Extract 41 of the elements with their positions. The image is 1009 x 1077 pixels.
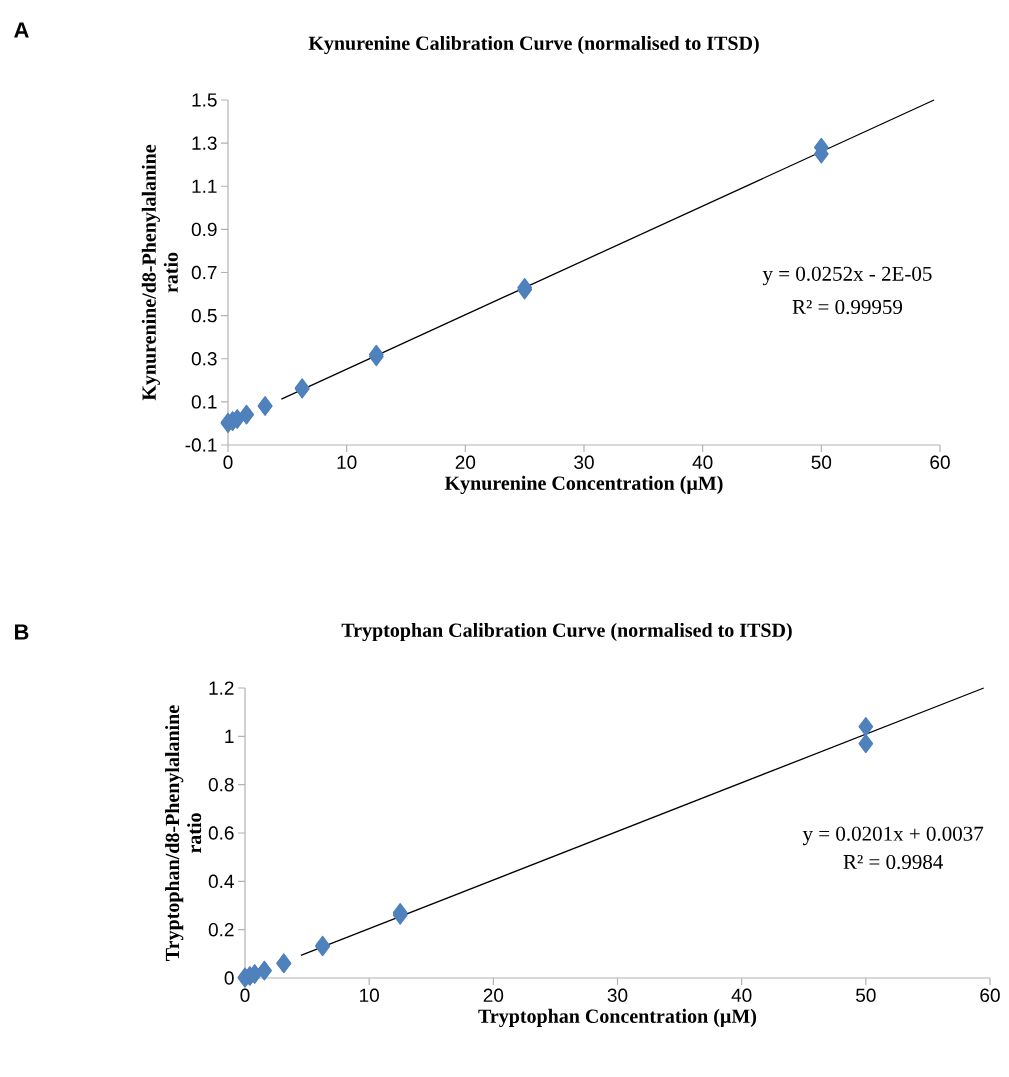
y-tick-label: 0.3	[191, 352, 217, 366]
x-tick-label: 20	[483, 988, 504, 1002]
y-tick-label: 1.2	[209, 681, 234, 695]
x-tick-label: 0	[240, 988, 250, 1002]
x-tick-label: 60	[930, 455, 950, 469]
y-tick-label: 0.7	[191, 265, 217, 280]
x-tick-label: 50	[856, 988, 876, 1002]
y-axis-title: Kynurenine/d8-Phenylalanine ratio	[141, 144, 178, 401]
y-tick-label: 1.5	[192, 93, 217, 107]
chart-title: Kynurenine Calibration Curve (normalised to ITSD)	[308, 35, 759, 55]
y-tick-label: 0	[224, 971, 234, 985]
y-tick-label: 0.1	[191, 395, 217, 409]
y-tick-label: 0.4	[208, 874, 234, 889]
annotation: y = 0.0252x - 2E-05	[762, 266, 932, 286]
x-tick-label: 40	[692, 455, 713, 469]
y-tick-label: 1	[225, 729, 234, 743]
x-tick-label: 50	[811, 455, 832, 469]
y-tick-label: -0.1	[185, 438, 217, 452]
y-tick-label: 0.2	[208, 922, 234, 937]
x-axis-title: Tryptophan Concentration (µM)	[478, 1008, 757, 1028]
annotation: y = 0.0201x + 0.0037	[802, 826, 984, 846]
y-tick-label: 1.1	[192, 179, 217, 193]
x-tick-label: 40	[731, 988, 752, 1002]
y-tick-label: 0.9	[191, 222, 217, 237]
x-tick-label: 60	[980, 988, 1000, 1002]
text: B	[15, 624, 29, 640]
y-tick-label: 0.5	[191, 308, 217, 323]
y-tick-label: 0.8	[208, 777, 234, 792]
x-tick-label: 10	[337, 455, 357, 469]
x-tick-label: 30	[574, 455, 594, 469]
y-tick-label: 0.6	[208, 826, 234, 840]
text: A	[14, 22, 29, 38]
x-tick-label: 30	[607, 988, 628, 1002]
annotation: R² = 0.9984	[843, 854, 943, 870]
x-tick-label: 10	[360, 988, 379, 1002]
chart-title: Tryptophan Calibration Curve (normalised to ITSD)	[341, 622, 792, 642]
x-axis-title: Kynurenine Concentration (µM)	[444, 475, 723, 495]
x-tick-label: 20	[455, 455, 476, 469]
y-axis-title: Tryptophan/d8-Phenylalanine ratio	[165, 705, 202, 961]
annotation: R² = 0.99959	[792, 299, 903, 315]
y-tick-label: 1.3	[192, 136, 217, 150]
